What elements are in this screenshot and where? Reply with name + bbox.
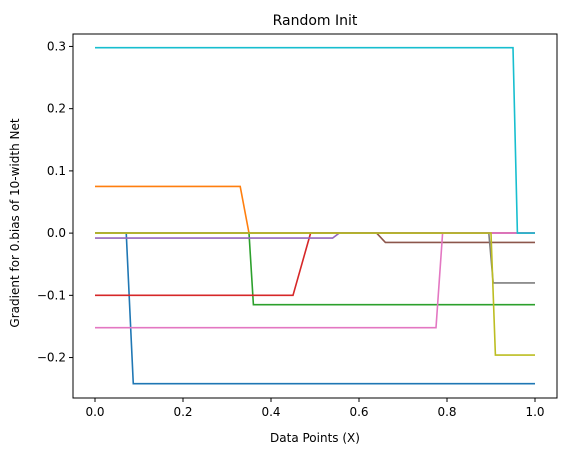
x-axis-label: Data Points (X) [270,431,360,445]
series-line-2 [95,185,535,234]
y-axis-label: Gradient for 0.bias of 10-width Net [8,118,22,327]
series-line-1 [95,232,535,385]
x-tick-label: 1.0 [525,405,544,419]
y-tick-label: −0.2 [37,351,66,365]
y-axis: −0.2 −0.1 0.0 0.1 0.2 0.3 [37,39,73,365]
x-tick-label: 0.2 [173,405,192,419]
series-line-10 [95,46,535,234]
y-tick-label: 0.1 [47,164,66,178]
x-axis: 0.0 0.2 0.4 0.6 0.8 1.0 [85,398,545,419]
series-line-7 [95,232,535,329]
y-tick-label: −0.1 [37,288,66,302]
plot-frame [72,33,558,399]
chart-title: Random Init [273,13,358,29]
x-tick-label: 0.8 [437,405,456,419]
x-tick-label: 0.6 [349,405,368,419]
y-tick-label: 0.3 [47,39,66,53]
series-line-9 [95,232,535,356]
plot-lines [95,46,535,385]
y-tick-label: 0.0 [47,226,66,240]
series-line-3 [95,232,535,306]
series-line-8 [95,232,535,284]
x-tick-label: 0.0 [85,405,104,419]
y-tick-label: 0.2 [47,102,66,116]
x-tick-label: 0.4 [261,405,280,419]
